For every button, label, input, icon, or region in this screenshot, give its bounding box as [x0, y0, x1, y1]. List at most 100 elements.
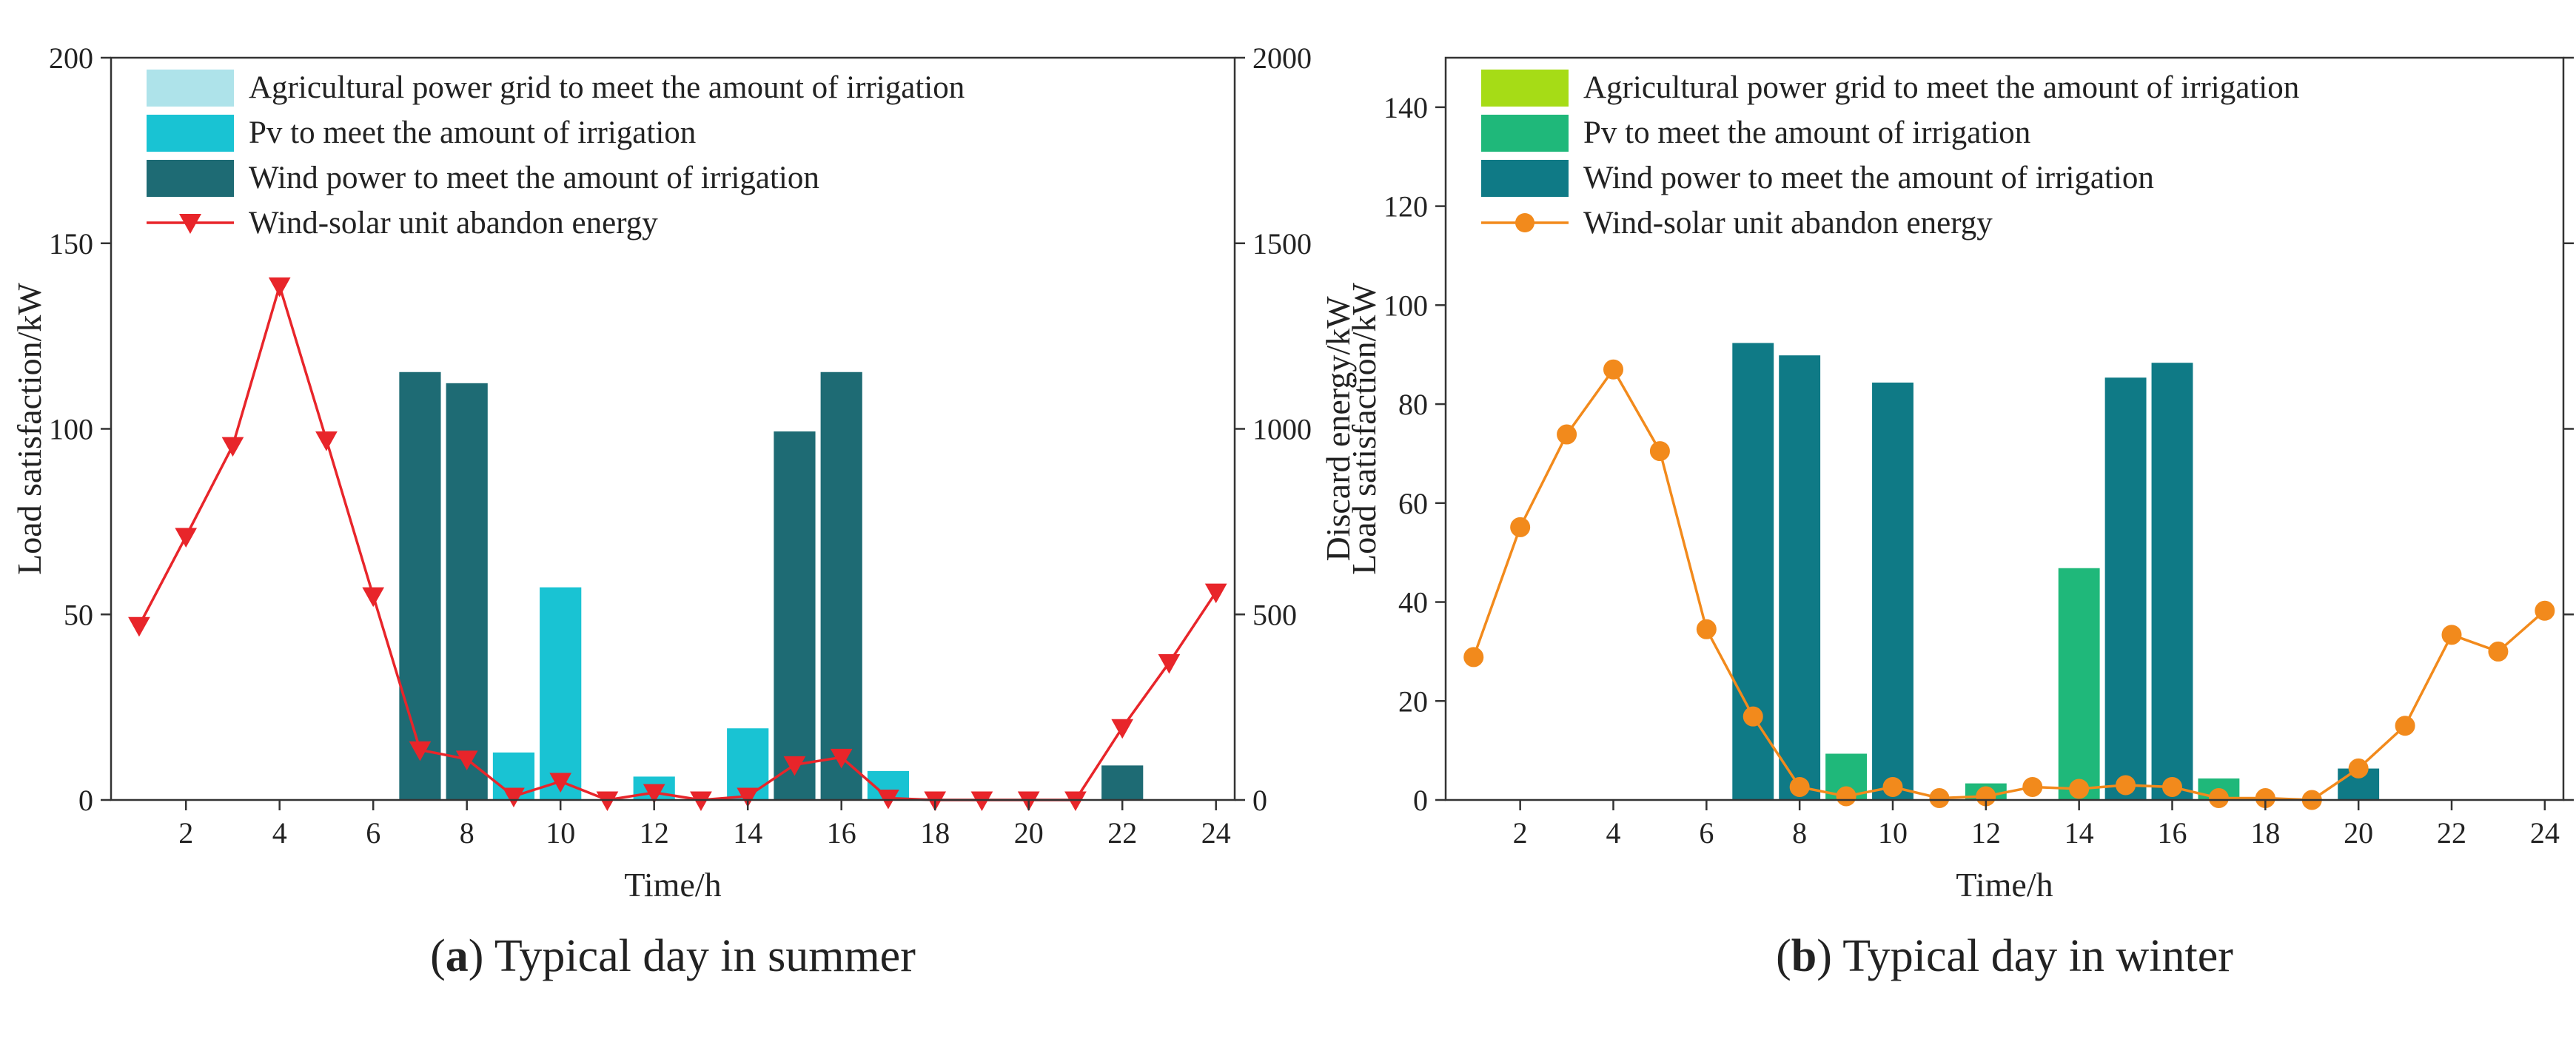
point-winter-t13 — [2022, 776, 2043, 797]
y2-tick-label-summer-500: 500 — [1252, 598, 1297, 631]
point-winter-t9 — [1836, 786, 1856, 807]
x-tick-label-summer-24: 24 — [1201, 816, 1231, 850]
x-tick-label-winter-14: 14 — [2065, 816, 2094, 850]
legend-swatch-summer-2 — [147, 160, 234, 197]
chart-panel-winter: 0204060801001201400500100015002000246810… — [1345, 56, 2574, 981]
point-summer-t5 — [315, 431, 338, 451]
legend-label-summer-2: Wind power to meet the amount of irrigat… — [249, 161, 819, 195]
point-summer-t14 — [737, 787, 759, 808]
point-winter-t14 — [2069, 779, 2090, 799]
bar-summer-series2-t16 — [819, 370, 864, 801]
point-summer-t1 — [128, 616, 150, 637]
caption-letter-summer: a — [446, 931, 469, 981]
bar-summer-series2-t8 — [444, 381, 489, 801]
point-winter-t4 — [1603, 359, 1623, 380]
caption-paren-summer: ( — [430, 931, 446, 981]
y-tick-label-summer-150: 150 — [49, 227, 93, 260]
legend-marker-winter — [1515, 213, 1534, 232]
x-axis-label-summer: Time/h — [624, 866, 721, 904]
bar-winter-series2-t16 — [2150, 361, 2195, 801]
x-tick-label-summer-10: 10 — [546, 816, 575, 850]
point-summer-t16 — [830, 748, 853, 769]
point-summer-t3 — [221, 437, 244, 457]
legend-label-winter-2: Wind power to meet the amount of irrigat… — [1583, 161, 2154, 195]
point-summer-t13 — [690, 791, 712, 812]
legend-label-summer-1: Pv to meet the amount of irrigation — [249, 115, 696, 150]
point-summer-t10 — [549, 773, 572, 793]
point-summer-t6 — [362, 587, 385, 608]
point-winter-t23 — [2488, 641, 2509, 662]
y2-tick-label-summer-1000: 1000 — [1252, 413, 1312, 446]
legend-label-summer-0: Agricultural power grid to meet the amou… — [249, 70, 965, 105]
caption-paren-winter: ( — [1776, 931, 1791, 981]
x-tick-label-summer-22: 22 — [1107, 816, 1137, 850]
bar-winter-series2-t15 — [2103, 376, 2148, 801]
y-tick-label-winter-120: 120 — [1383, 190, 1428, 223]
point-winter-t21 — [2395, 716, 2415, 736]
x-tick-label-summer-20: 20 — [1014, 816, 1044, 850]
point-winter-t20 — [2348, 758, 2369, 779]
point-summer-t8 — [455, 750, 478, 770]
x-tick-label-winter-6: 6 — [1699, 816, 1714, 850]
x-tick-label-summer-2: 2 — [178, 816, 193, 850]
x-tick-label-summer-4: 4 — [272, 816, 287, 850]
line-winter-abandon-energy — [1472, 367, 2546, 801]
point-winter-t6 — [1696, 619, 1717, 639]
point-summer-t21 — [1064, 791, 1087, 812]
point-winter-t7 — [1743, 706, 1763, 727]
caption-letter-winter: b — [1791, 931, 1817, 981]
y-tick-label-winter-0: 0 — [1413, 784, 1428, 817]
x-tick-label-summer-6: 6 — [366, 816, 380, 850]
x-tick-label-winter-18: 18 — [2250, 816, 2280, 850]
x-tick-label-winter-8: 8 — [1792, 816, 1807, 850]
point-summer-t22 — [1111, 719, 1134, 739]
legend-swatch-winter-2 — [1481, 160, 1569, 197]
bar-summer-series2-t7 — [398, 370, 443, 801]
x-tick-label-summer-12: 12 — [640, 816, 669, 850]
point-summer-t2 — [175, 528, 198, 548]
line-summer-abandon-energy — [138, 281, 1218, 801]
point-winter-t3 — [1557, 424, 1577, 445]
y-tick-label-winter-140: 140 — [1383, 91, 1428, 124]
bar-winter-series1-t14 — [2056, 566, 2102, 801]
point-winter-t8 — [1789, 776, 1810, 797]
bar-summer-series2-t15 — [772, 430, 817, 801]
point-summer-t9 — [503, 787, 525, 808]
point-summer-t11 — [596, 791, 619, 812]
y-tick-label-winter-80: 80 — [1398, 388, 1428, 421]
y2-tick-label-summer-2000: 2000 — [1252, 41, 1312, 75]
point-summer-t4 — [268, 277, 291, 297]
point-summer-t19 — [970, 791, 993, 812]
x-tick-label-summer-18: 18 — [920, 816, 950, 850]
legend-marker-summer — [179, 214, 201, 234]
caption-text-winter: ) Typical day in winter — [1817, 931, 2233, 981]
y-tick-label-summer-0: 0 — [78, 784, 93, 817]
legend-swatch-winter-1 — [1481, 115, 1569, 152]
legend-label-summer-3: Wind-solar unit abandon energy — [249, 206, 658, 241]
y2-tick-label-summer-0: 0 — [1252, 784, 1267, 817]
point-winter-t22 — [2441, 625, 2462, 645]
x-tick-label-summer-16: 16 — [827, 816, 856, 850]
legend-swatch-summer-0 — [147, 70, 234, 107]
legend-swatch-winter-0 — [1481, 70, 1569, 107]
point-winter-t24 — [2535, 600, 2555, 621]
point-summer-t24 — [1204, 583, 1227, 604]
x-tick-label-winter-10: 10 — [1878, 816, 1908, 850]
bar-summer-series2-t22 — [1100, 764, 1145, 801]
y-tick-label-winter-60: 60 — [1398, 487, 1428, 520]
point-winter-t2 — [1510, 517, 1531, 537]
legend-label-winter-1: Pv to meet the amount of irrigation — [1583, 115, 2030, 150]
y-tick-label-summer-200: 200 — [49, 41, 93, 75]
caption-summer: (a) Typical day in summer — [430, 931, 916, 981]
point-summer-t23 — [1158, 653, 1181, 674]
point-summer-t15 — [783, 756, 806, 776]
point-summer-t7 — [409, 741, 432, 761]
y-tick-label-winter-20: 20 — [1398, 685, 1428, 718]
bar-winter-series2-t8 — [1777, 354, 1822, 801]
y-axis-label-summer: Load satisfaction/kW — [10, 283, 48, 575]
point-winter-t10 — [1882, 776, 1903, 797]
y-tick-label-winter-100: 100 — [1383, 289, 1428, 322]
bar-winter-series2-t7 — [1731, 341, 1776, 801]
